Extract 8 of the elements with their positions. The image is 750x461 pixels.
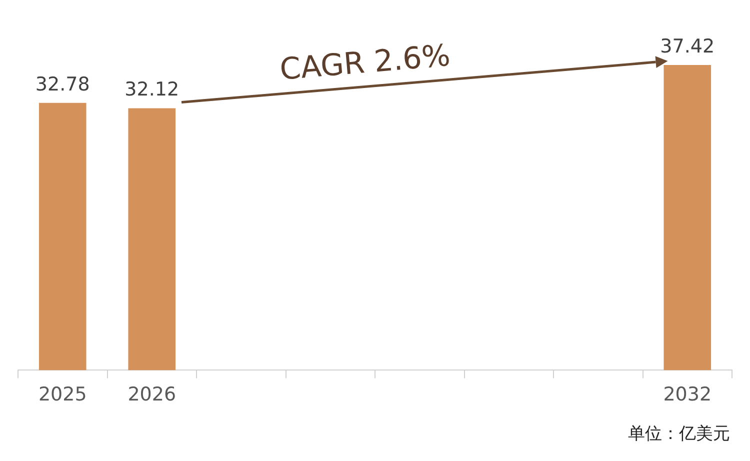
text: 单位：亿美元 (628, 423, 730, 445)
x-tick-label: 2025 (38, 384, 87, 406)
annotation: CAGR 2.6% (278, 38, 452, 88)
data-label: 32.78 (35, 73, 90, 96)
x-tick-label: 2032 (663, 384, 712, 406)
data-label: 37.42 (660, 35, 715, 58)
x-tick-label: 2026 (128, 384, 176, 406)
data-label: 32.12 (124, 78, 180, 101)
